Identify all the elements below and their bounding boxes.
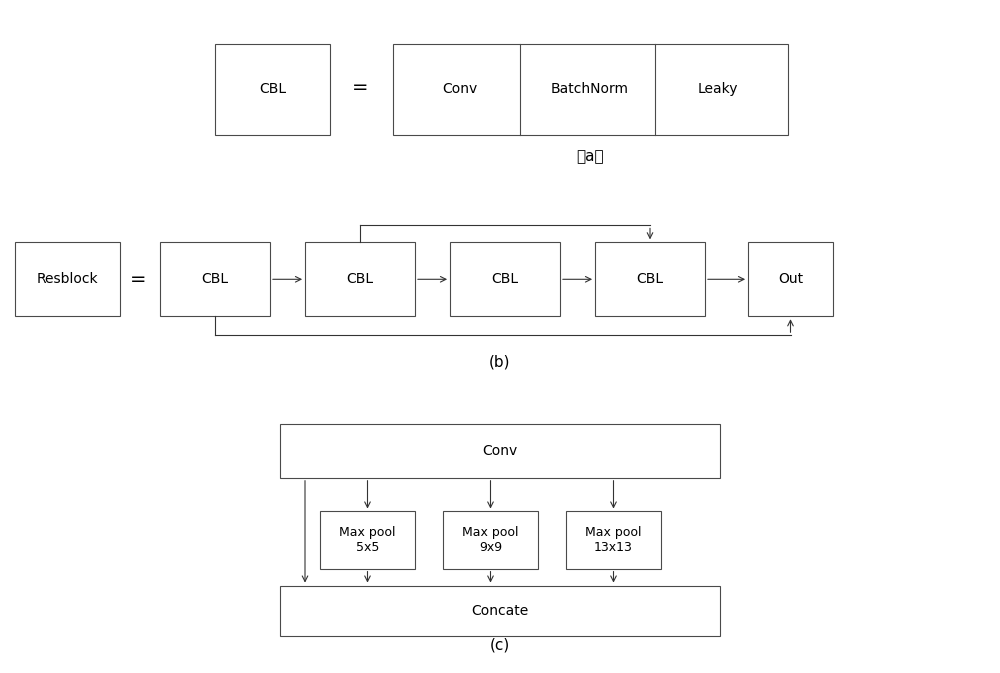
FancyBboxPatch shape bbox=[280, 424, 720, 478]
Text: Conv: Conv bbox=[442, 82, 478, 96]
FancyBboxPatch shape bbox=[443, 511, 538, 569]
FancyBboxPatch shape bbox=[305, 242, 415, 316]
Text: Out: Out bbox=[778, 273, 803, 286]
Text: (b): (b) bbox=[489, 355, 511, 369]
Text: Concate: Concate bbox=[471, 604, 529, 618]
FancyBboxPatch shape bbox=[450, 242, 560, 316]
FancyBboxPatch shape bbox=[748, 242, 833, 316]
FancyBboxPatch shape bbox=[15, 242, 120, 316]
Text: (c): (c) bbox=[490, 638, 510, 653]
Text: Resblock: Resblock bbox=[37, 273, 98, 286]
FancyBboxPatch shape bbox=[215, 44, 330, 135]
Text: Max pool
5x5: Max pool 5x5 bbox=[339, 526, 396, 554]
Text: CBL: CBL bbox=[491, 273, 519, 286]
Text: Max pool
13x13: Max pool 13x13 bbox=[585, 526, 642, 554]
FancyBboxPatch shape bbox=[320, 511, 415, 569]
FancyBboxPatch shape bbox=[595, 242, 705, 316]
Text: =: = bbox=[352, 78, 368, 97]
Text: Conv: Conv bbox=[482, 444, 518, 458]
Text: CBL: CBL bbox=[636, 273, 664, 286]
FancyBboxPatch shape bbox=[566, 511, 661, 569]
Text: CBL: CBL bbox=[346, 273, 374, 286]
Text: =: = bbox=[130, 270, 146, 289]
Text: Leaky: Leaky bbox=[698, 82, 738, 96]
Text: Max pool
9x9: Max pool 9x9 bbox=[462, 526, 519, 554]
FancyBboxPatch shape bbox=[393, 44, 788, 135]
FancyBboxPatch shape bbox=[160, 242, 270, 316]
FancyBboxPatch shape bbox=[280, 586, 720, 636]
Text: CBL: CBL bbox=[201, 273, 229, 286]
Text: （a）: （a） bbox=[576, 149, 604, 164]
Text: CBL: CBL bbox=[259, 82, 286, 96]
Text: BatchNorm: BatchNorm bbox=[551, 82, 629, 96]
